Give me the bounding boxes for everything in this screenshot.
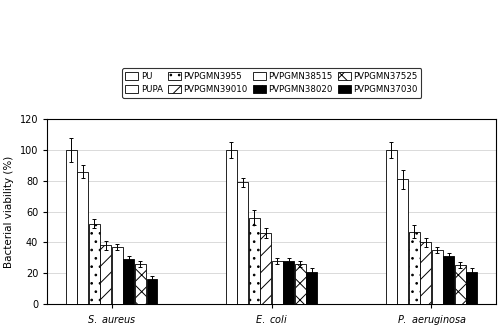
Bar [66, 150, 77, 304]
Bar [454, 265, 466, 304]
Bar [146, 279, 158, 304]
Bar [272, 261, 283, 304]
Bar [443, 256, 454, 304]
Bar [78, 171, 88, 304]
Bar [420, 242, 431, 304]
Bar [295, 264, 306, 304]
Bar [408, 232, 420, 304]
Bar [238, 182, 248, 304]
Bar [249, 218, 260, 304]
Bar [386, 150, 396, 304]
Bar [100, 245, 112, 304]
Bar [432, 250, 442, 304]
Y-axis label: Bacterial viability (%): Bacterial viability (%) [4, 156, 14, 268]
Bar [260, 233, 272, 304]
Bar [397, 179, 408, 304]
Bar [306, 271, 318, 304]
Bar [466, 271, 477, 304]
Bar [89, 224, 100, 304]
Bar [135, 264, 146, 304]
Bar [124, 259, 134, 304]
Legend: PU, PUPA, PVPGMN3955, PVPGMN39010, PVPGMN38515, PVPGMN38020, PVPGMN37525, PVPGMN: PU, PUPA, PVPGMN3955, PVPGMN39010, PVPGM… [122, 68, 421, 98]
Bar [226, 150, 236, 304]
Bar [284, 261, 294, 304]
Bar [112, 247, 123, 304]
